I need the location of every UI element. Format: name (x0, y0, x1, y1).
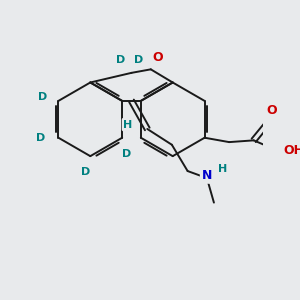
Text: D: D (122, 148, 131, 158)
Text: H: H (218, 164, 227, 174)
Text: N: N (202, 169, 212, 182)
Text: D: D (134, 55, 143, 65)
Text: H: H (123, 120, 133, 130)
Text: D: D (81, 167, 91, 177)
Text: D: D (116, 55, 126, 65)
Text: D: D (36, 133, 46, 143)
Text: OH: OH (284, 144, 300, 158)
Text: O: O (152, 51, 163, 64)
Text: O: O (267, 104, 278, 117)
Text: D: D (38, 92, 47, 101)
